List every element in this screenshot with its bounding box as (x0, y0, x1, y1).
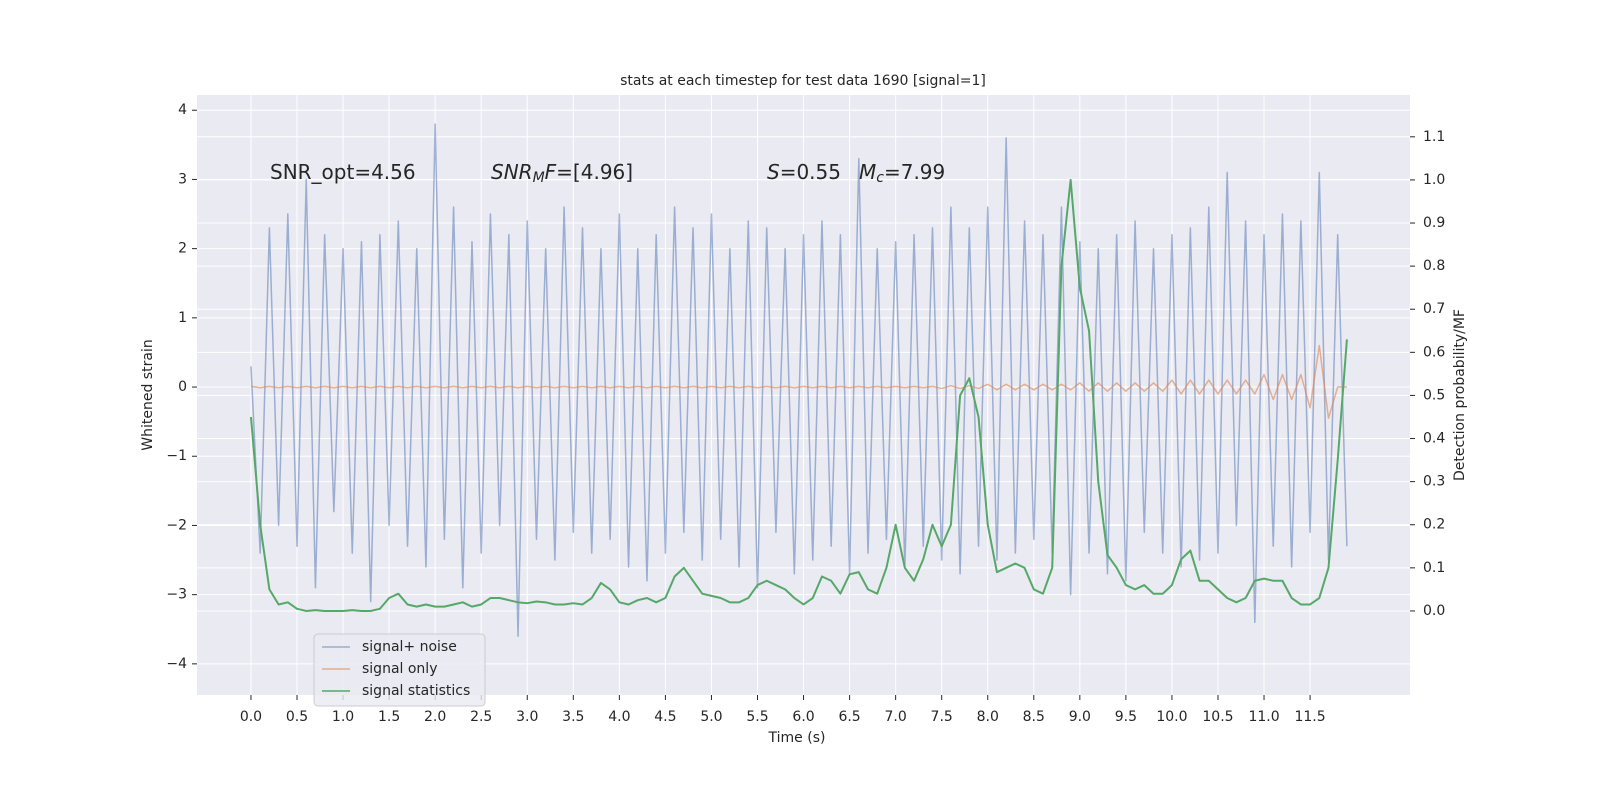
x-tick-label: 11.5 (1294, 709, 1325, 725)
y2-tick-label: 0.4 (1423, 431, 1445, 447)
x-tick-label: 9.0 (1069, 709, 1091, 725)
x-tick-label: 4.5 (654, 709, 676, 725)
annotation-part: =7.99 (884, 160, 945, 184)
y2-tick-label: 0.1 (1423, 560, 1445, 576)
annotation-part: S (767, 160, 780, 184)
x-tick-label: 11.0 (1248, 709, 1279, 725)
annotation-part: SNR (491, 160, 533, 184)
annotation-part: SNR_opt=4.56 (270, 160, 416, 184)
x-tick-label: 8.5 (1023, 709, 1045, 725)
legend-label: signal only (362, 661, 437, 677)
x-tick-label: 4.0 (608, 709, 630, 725)
series-line (250, 123, 1348, 637)
annotation-part: M (859, 160, 876, 184)
y2-tick-label: 1.1 (1423, 129, 1445, 145)
x-tick-label: 2.5 (470, 709, 492, 725)
y2-tick-label: 0.3 (1423, 474, 1445, 490)
y-tick-label: 0 (178, 379, 187, 395)
x-tick-label: 7.5 (931, 709, 953, 725)
y2-tick-label: 0.8 (1423, 258, 1445, 274)
y2-tick-label: 0.9 (1423, 215, 1445, 231)
legend: signal+ noise signal only signal statistic… (313, 633, 486, 707)
y2-tick-label: 0.2 (1423, 517, 1445, 533)
y2-tick-label: 1.0 (1423, 172, 1445, 188)
x-tick-label: 7.0 (885, 709, 907, 725)
legend-label: signal statistics (362, 683, 470, 699)
y2-axis-label: Detection probability/MF (1452, 309, 1468, 481)
x-tick-label: 5.5 (746, 709, 768, 725)
x-tick-label: 6.0 (792, 709, 814, 725)
y-tick-label: −3 (166, 587, 187, 603)
y-tick-label: 2 (178, 241, 187, 257)
y-tick-label: −2 (166, 517, 187, 533)
legend-label: signal+ noise (362, 639, 457, 655)
x-tick-label: 1.5 (378, 709, 400, 725)
y-tick-label: 3 (178, 171, 187, 187)
x-tick-label: 6.5 (838, 709, 860, 725)
x-tick-label: 0.0 (240, 709, 262, 725)
x-tick-label: 1.0 (332, 709, 354, 725)
annotation: S=0.55 (767, 160, 841, 184)
x-tick-label: 0.5 (286, 709, 308, 725)
chart-title: stats at each timestep for test data 169… (620, 73, 986, 89)
annotation: SNR_opt=4.56 (270, 160, 416, 184)
y2-tick-label: 0.0 (1423, 603, 1445, 619)
annotation-part: c (876, 170, 884, 186)
x-tick-label: 10.0 (1156, 709, 1187, 725)
y-tick-label: 4 (178, 102, 187, 118)
x-tick-label: 3.5 (562, 709, 584, 725)
x-tick-label: 5.0 (700, 709, 722, 725)
x-tick-label: 2.0 (424, 709, 446, 725)
x-tick-label: 10.5 (1202, 709, 1233, 725)
y-tick-label: 1 (178, 310, 187, 326)
annotation-part: F (545, 160, 557, 184)
x-tick-label: 3.0 (516, 709, 538, 725)
legend-box (313, 633, 486, 707)
axes: 0.0 0.5 1.0 1.5 2.0 2.5 3.0 3.5 4.0 4.5 5.0 5.5 6.0 6… (166, 102, 1445, 725)
x-tick-label: 9.5 (1115, 709, 1137, 725)
annotations: SNR_opt=4.56 SNRMF=[4.96] S=0.55 Mc=7.99 (270, 160, 945, 187)
x-axis-label: Time (s) (768, 730, 826, 746)
series-line (250, 344, 1347, 419)
annotation: Mc=7.99 (859, 160, 945, 187)
series-line (249, 178, 1348, 612)
y-axis-label: Whitened strain (140, 339, 156, 450)
annotation-part: =0.55 (780, 160, 841, 184)
annotation-part: =[4.96] (556, 160, 633, 184)
y-tick-label: −1 (166, 448, 187, 464)
y-tick-label: −4 (166, 656, 187, 672)
y2-tick-label: 0.7 (1423, 301, 1445, 317)
y2-tick-label: 0.6 (1423, 344, 1445, 360)
y2-tick-label: 0.5 (1423, 387, 1445, 403)
annotation: SNRMF=[4.96] (491, 160, 633, 187)
annotation-part: M (533, 170, 545, 186)
lines (249, 123, 1348, 637)
x-tick-label: 8.0 (977, 709, 999, 725)
